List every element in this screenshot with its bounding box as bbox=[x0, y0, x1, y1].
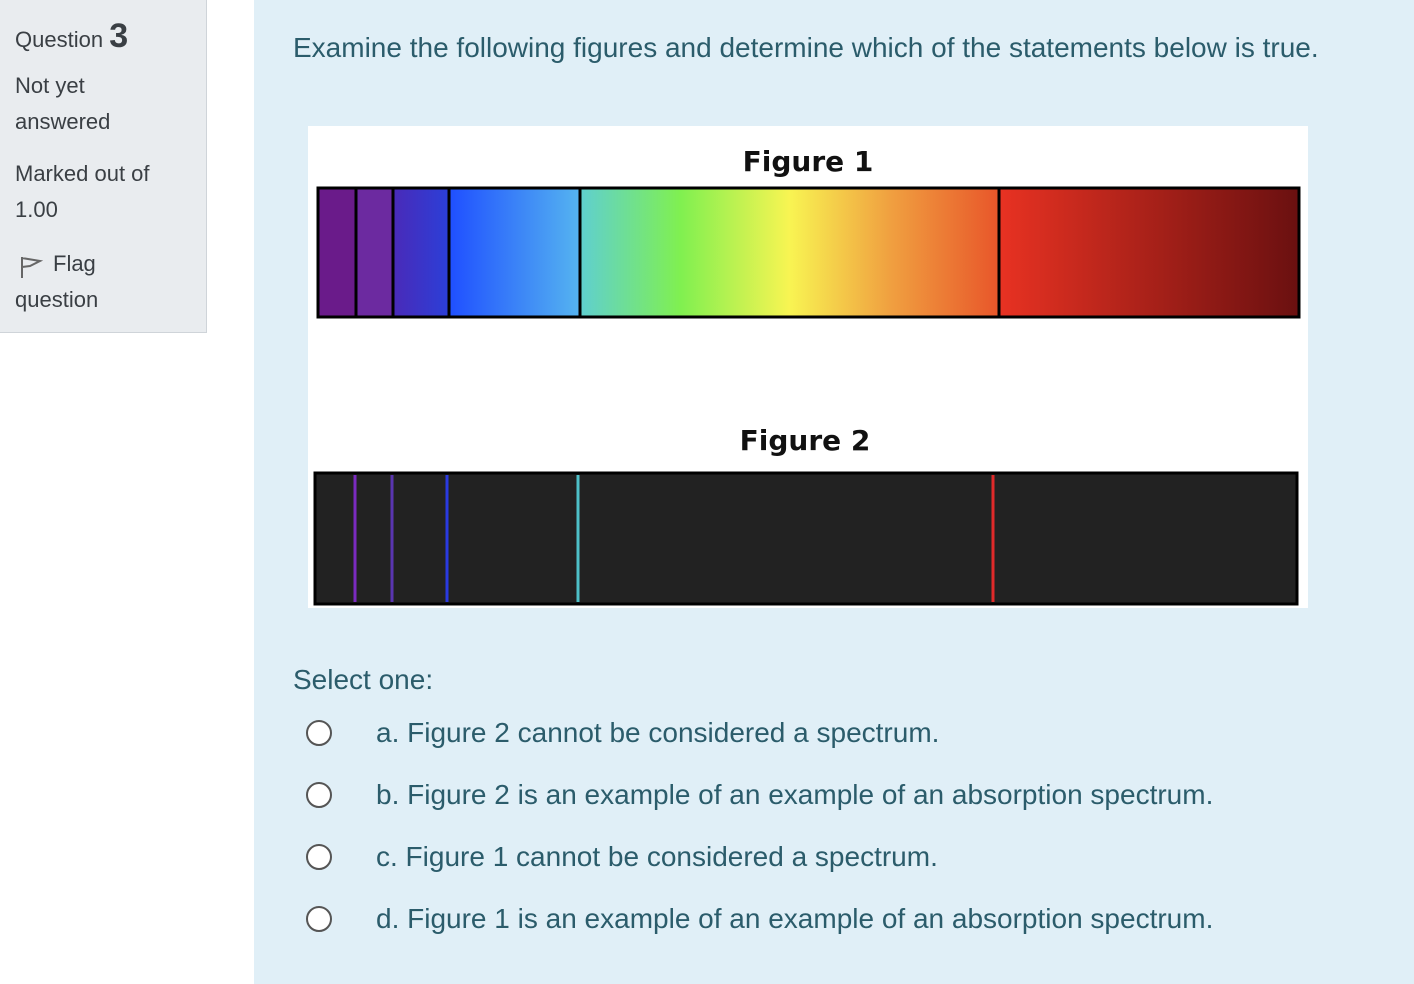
radio[interactable] bbox=[306, 782, 332, 808]
figure-image: Figure 1 Figure 2 bbox=[308, 126, 1308, 608]
question-label: Question bbox=[15, 27, 104, 52]
option[interactable]: b. Figure 2 is an example of an example … bbox=[306, 775, 1406, 815]
radio[interactable] bbox=[306, 906, 332, 932]
radio[interactable] bbox=[306, 720, 332, 746]
option-label[interactable]: b. Figure 2 is an example of an example … bbox=[376, 779, 1214, 810]
option-label[interactable]: a. Figure 2 cannot be considered a spect… bbox=[376, 717, 940, 748]
option[interactable]: a. Figure 2 cannot be considered a spect… bbox=[306, 713, 1406, 753]
emission-spectrum bbox=[313, 471, 1299, 606]
figure-title: Figure 2 bbox=[740, 424, 871, 457]
prompt: Select one: bbox=[293, 664, 434, 695]
question-info: Question 3 Not yet answered Marked out o… bbox=[0, 0, 207, 333]
figure-title: Figure 1 bbox=[743, 145, 874, 178]
question-number: Question 3 bbox=[15, 18, 195, 58]
option[interactable]: c. Figure 1 cannot be considered a spect… bbox=[306, 837, 1406, 877]
number: 3 bbox=[109, 17, 129, 55]
radio[interactable] bbox=[306, 844, 332, 870]
question-text: Examine the following figures and determ… bbox=[293, 32, 1319, 63]
option-label[interactable]: c. Figure 1 cannot be considered a spect… bbox=[376, 841, 938, 872]
flag-link[interactable]: Flag question bbox=[15, 251, 99, 312]
continuous-spectrum bbox=[316, 186, 1301, 319]
flag-icon[interactable] bbox=[18, 254, 44, 280]
option-label[interactable]: d. Figure 1 is an example of an example … bbox=[376, 903, 1214, 934]
status: Not yet answered bbox=[15, 73, 111, 134]
grade: Marked out of 1.00 bbox=[15, 161, 150, 222]
option[interactable]: d. Figure 1 is an example of an example … bbox=[306, 899, 1406, 939]
